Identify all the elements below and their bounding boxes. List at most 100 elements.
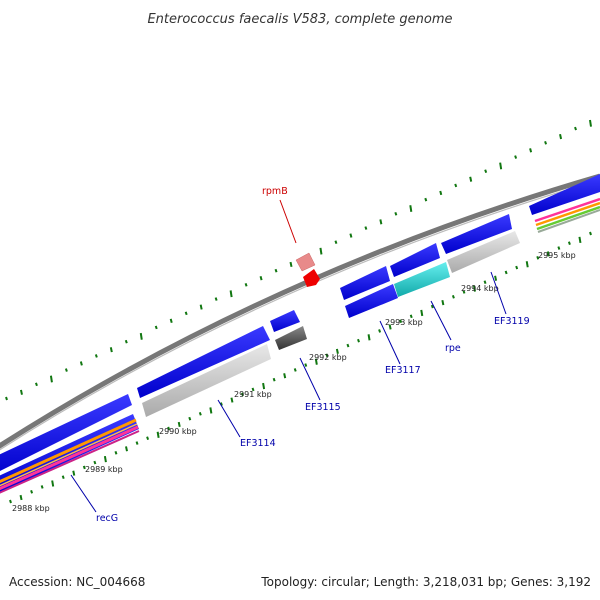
tick-mark [409,314,413,319]
tick-mark [388,324,392,330]
gene-label-recG[interactable]: recG [96,513,118,524]
cds-arrow[interactable] [137,326,270,398]
tick-mark [319,247,323,255]
tick-mark [441,300,445,306]
tick-mark [349,233,353,238]
tick-mark [514,155,518,159]
tick-mark [399,319,403,324]
tick-mark [274,268,278,273]
tick-mark [334,240,338,245]
tick-mark [293,368,297,372]
tick-mark [283,373,287,379]
tick-mark [378,329,382,333]
cds-arrow[interactable] [270,310,300,332]
tick-mark [420,309,424,317]
tick-mark [484,169,488,174]
cds-arrow[interactable] [142,344,271,417]
tick-mark [30,489,34,494]
tick-mark [544,140,548,145]
kbp-label: 2994 kbp [461,284,499,293]
tick-mark [167,426,171,431]
tick-mark [230,397,234,403]
tick-mark [451,295,455,299]
tick-mark [325,353,329,358]
tick-mark [367,334,371,341]
tick-mark [124,339,128,344]
tick-mark [199,304,203,310]
tick-mark [529,148,533,153]
tick-mark [314,358,318,365]
tick-mark [357,338,360,343]
cds-arrow[interactable] [394,262,450,297]
gene-label-EF3117[interactable]: EF3117 [385,365,421,376]
tick-mark [198,411,202,416]
tick-mark [82,465,86,470]
tick-mark [483,280,487,285]
cds-arrow[interactable] [529,174,600,215]
tick-mark [125,446,128,452]
tick-mark [499,162,503,170]
tick-mark [244,283,248,287]
tick-mark [214,297,218,301]
gene-label-rpmB[interactable]: rpmB [262,186,288,197]
cds-arrow[interactable] [345,284,398,318]
kbp-labels: 2988 kbp 2989 kbp 2990 kbp 2991 kbp 2992… [12,251,576,513]
tick-mark [40,485,44,489]
rpmB-rna-feature[interactable] [295,252,320,287]
tick-mark [424,197,428,202]
gene-label-EF3119[interactable]: EF3119 [494,316,530,327]
tick-mark [454,183,458,188]
gene-label-EF3115[interactable]: EF3115 [305,402,341,413]
tick-mark [156,431,160,438]
tick-mark [439,190,443,196]
tick-mark [304,363,308,367]
tick-mark [61,475,65,479]
tick-mark [103,455,107,463]
cds-arrow[interactable] [447,231,520,273]
accession-text: Accession: NC_004668 [9,575,145,589]
position-ticks [9,231,592,504]
gene-leaders [70,199,507,513]
tick-mark [589,119,592,127]
tick-mark [567,241,571,246]
tick-mark [430,304,434,309]
tick-mark [49,375,53,383]
tick-mark [169,318,173,324]
tick-mark [135,441,139,445]
tick-mark [272,377,276,382]
cds-arrow[interactable] [441,214,512,254]
tick-mark [462,290,466,294]
gene-label-rpe[interactable]: rpe [445,343,461,354]
tick-mark [557,246,561,250]
tick-mark [473,285,476,292]
tick-mark [9,499,12,504]
tick-mark [559,134,563,140]
kbp-label: 2988 kbp [12,504,50,513]
tick-mark [536,256,540,260]
tick-mark [188,416,192,421]
gene-labels: recG EF3114 EF3115 rpmB EF3117 rpe EF311… [96,186,530,524]
tick-mark [262,382,266,390]
tick-mark [574,126,577,131]
genome-backbone [0,173,600,451]
tick-mark [394,212,398,216]
cds-arrow[interactable] [390,243,440,277]
tick-mark [578,236,582,244]
map-title: Enterococcus faecalis V583, complete gen… [147,12,452,27]
genome-summary-text: Topology: circular; Length: 3,218,031 bp… [260,575,591,589]
cds-arrow[interactable] [340,266,390,300]
tick-mark [64,368,68,372]
forward-strand-cds [0,174,600,476]
tick-mark [379,219,383,225]
tick-mark [109,347,113,353]
tick-mark [346,343,350,348]
tick-mark [177,421,181,428]
gene-label-EF3114[interactable]: EF3114 [240,438,276,449]
tick-mark [146,436,150,440]
cds-arrow[interactable] [275,326,307,350]
tick-mark [469,176,473,182]
cds-arrow[interactable] [0,394,132,476]
tick-mark [251,387,255,392]
